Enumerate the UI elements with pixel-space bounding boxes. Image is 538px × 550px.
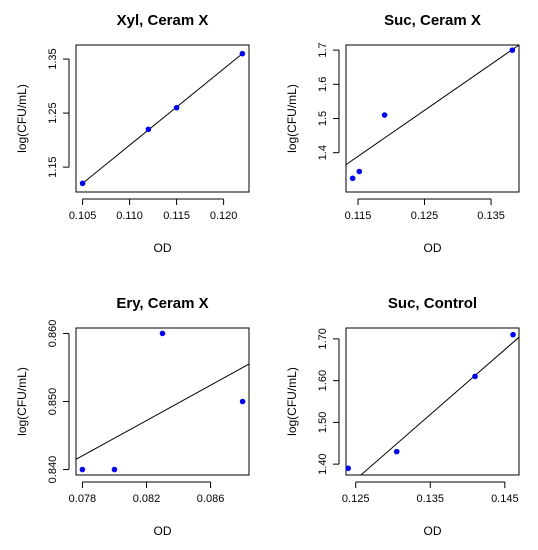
x-tick-label: 0.145 <box>491 493 519 505</box>
data-point <box>173 104 180 111</box>
regression-line <box>82 53 243 184</box>
y-tick-label: 0.860 <box>47 320 59 348</box>
data-point <box>349 175 356 182</box>
regression-line <box>360 336 520 476</box>
x-tick-label: 0.078 <box>69 493 97 505</box>
x-tick-label: 0.110 <box>116 210 143 222</box>
x-axis-label: OD <box>154 524 172 538</box>
plot-frame <box>75 44 250 193</box>
regression-line <box>75 363 250 460</box>
y-tick-label: 1.4 <box>317 145 329 160</box>
x-axis-label: OD <box>424 524 442 538</box>
data-point <box>159 330 166 337</box>
y-tick-label: 0.850 <box>47 388 59 416</box>
chart-title: Suc, Ceram X <box>384 12 481 29</box>
chart-title: Ery, Ceram X <box>116 295 208 312</box>
regression-line <box>345 44 520 166</box>
x-tick-label: 0.115 <box>163 210 190 222</box>
y-tick-label: 1.6 <box>317 77 329 92</box>
y-tick-label: 1.25 <box>47 102 59 123</box>
y-tick-label: 1.7 <box>317 42 329 57</box>
y-tick-label: 0.840 <box>47 456 59 484</box>
plot-frame <box>345 44 520 193</box>
data-point <box>356 168 363 175</box>
x-axis-label: OD <box>154 241 172 255</box>
y-axis-label: log(CFU/mL) <box>15 367 29 436</box>
y-tick-label: 1.70 <box>317 328 329 349</box>
y-tick-label: 1.15 <box>47 156 59 177</box>
x-tick-label: 0.082 <box>133 493 161 505</box>
y-axis-label: log(CFU/mL) <box>285 84 299 153</box>
chart-panel-ery-ceram-x: Ery, Ceram X 0.078 0.082 0.086 OD 0.840 0.850 0… <box>15 295 250 538</box>
chart-panel-suc-control: Suc, Control 0.125 0.135 0.145 OD 1.40 1.50 1.6… <box>285 295 520 538</box>
y-axis-label: log(CFU/mL) <box>15 84 29 153</box>
data-point <box>381 112 388 118</box>
x-tick-label: 0.120 <box>210 210 238 222</box>
chart-panel-suc-ceram-x: Suc, Ceram X 0.115 0.125 0.135 OD 1.4 1.5 1.6 1.… <box>285 12 520 255</box>
y-tick-label: 1.60 <box>317 370 329 391</box>
y-tick-label: 1.50 <box>317 412 329 433</box>
data-point <box>145 126 152 133</box>
chart-title: Suc, Control <box>388 295 477 312</box>
data-point <box>472 373 478 380</box>
data-point <box>509 47 516 53</box>
data-point <box>79 180 86 187</box>
chart-title: Xyl, Ceram X <box>117 12 209 29</box>
x-tick-label: 0.125 <box>342 493 370 505</box>
y-tick-label: 1.40 <box>317 453 329 474</box>
plot-frame <box>75 327 250 476</box>
data-point <box>239 50 246 57</box>
x-tick-label: 0.135 <box>477 210 505 222</box>
data-point <box>239 398 246 405</box>
plot-frame <box>345 327 520 476</box>
x-tick-label: 0.125 <box>411 210 439 222</box>
x-tick-label: 0.105 <box>69 210 97 222</box>
data-point <box>345 465 352 472</box>
data-point <box>111 466 118 473</box>
x-tick-label: 0.135 <box>416 493 444 505</box>
chart-panel-xyl-ceram-x: Xyl, Ceram X 0.105 0.110 0.115 0.120 OD 1.15 1.… <box>15 12 250 255</box>
x-tick-label: 0.086 <box>197 493 225 505</box>
data-point <box>79 466 86 473</box>
y-axis-label: log(CFU/mL) <box>285 367 299 436</box>
x-tick-label: 0.115 <box>345 210 372 222</box>
y-tick-label: 1.35 <box>47 48 59 69</box>
data-point <box>510 331 516 338</box>
data-point <box>393 448 400 455</box>
y-tick-label: 1.5 <box>317 111 329 126</box>
x-axis-label: OD <box>424 241 442 255</box>
